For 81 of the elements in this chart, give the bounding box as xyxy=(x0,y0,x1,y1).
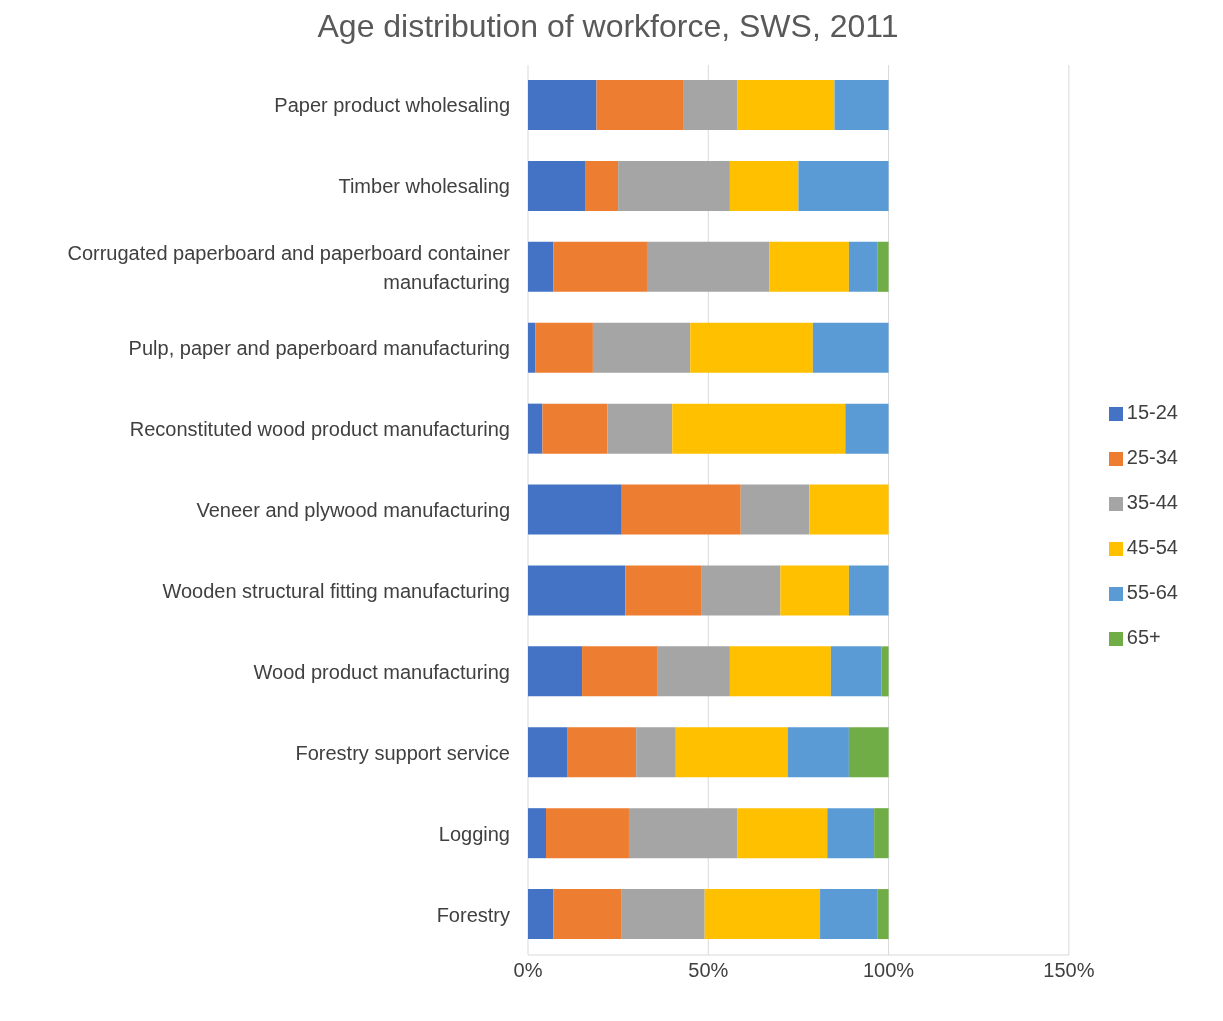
y-tick-label: Logging xyxy=(438,822,510,845)
bar xyxy=(621,484,741,535)
bar xyxy=(528,80,597,130)
bar xyxy=(690,322,813,373)
bar xyxy=(646,241,770,292)
bar xyxy=(683,80,738,130)
bar xyxy=(585,160,619,211)
y-tick-label: Timber wholesaling xyxy=(338,175,510,198)
bar xyxy=(592,322,691,373)
bar xyxy=(737,808,828,859)
bar xyxy=(657,646,730,697)
bar xyxy=(877,241,889,292)
bar xyxy=(737,80,835,130)
bar xyxy=(528,484,622,535)
bar xyxy=(812,322,889,373)
y-tick-label: Forestry xyxy=(436,903,510,926)
bar xyxy=(528,889,554,940)
x-tick-label: 150% xyxy=(1043,959,1095,982)
bar xyxy=(830,646,882,697)
bar xyxy=(553,241,647,292)
bar xyxy=(528,727,568,778)
bar xyxy=(528,241,554,292)
bar xyxy=(729,646,831,697)
bar xyxy=(528,322,536,373)
bar xyxy=(845,403,889,454)
bar xyxy=(542,403,608,454)
legend-label: 65+ xyxy=(1126,626,1161,648)
bar xyxy=(834,80,889,130)
bar xyxy=(820,889,878,940)
y-tick-label: Paper product wholesaling xyxy=(274,94,510,117)
bar xyxy=(528,160,586,211)
legend-label: 45-54 xyxy=(1126,536,1178,558)
bar xyxy=(740,484,810,535)
bar xyxy=(636,727,676,778)
bar xyxy=(528,808,547,859)
bar xyxy=(528,646,583,697)
y-tick-label: Forestry support service xyxy=(295,741,510,764)
bar xyxy=(780,565,849,616)
bar xyxy=(528,565,626,616)
bar xyxy=(877,889,889,940)
bar xyxy=(628,808,738,859)
bar xyxy=(827,808,875,859)
bar xyxy=(809,484,889,535)
bar xyxy=(567,727,637,778)
bar xyxy=(621,889,705,940)
x-tick-label: 50% xyxy=(688,959,729,982)
legend-label: 35-44 xyxy=(1126,491,1178,513)
bar xyxy=(535,322,593,373)
y-tick-label: Pulp, paper and paperboard manufacturing xyxy=(128,337,510,360)
legend-label: 15-24 xyxy=(1126,401,1178,423)
chart-title: Age distribution of workforce, SWS, 2011 xyxy=(316,8,900,45)
bar xyxy=(769,241,849,292)
bar xyxy=(848,565,889,616)
y-tick-label: Corrugated paperboard and paperboard container manufacturing xyxy=(67,241,511,293)
bar xyxy=(848,727,889,778)
bar xyxy=(546,808,629,859)
bar xyxy=(704,889,821,940)
bar xyxy=(672,403,846,454)
bar xyxy=(729,160,799,211)
bar xyxy=(553,889,622,940)
y-tick-label: Veneer and plywood manufacturing xyxy=(196,499,510,521)
x-tick-label: 0% xyxy=(513,959,543,982)
y-tick-label: Wooden structural fitting manufacturing xyxy=(162,579,510,602)
bar xyxy=(618,160,730,211)
bar xyxy=(848,241,878,292)
bar xyxy=(701,565,781,616)
bar xyxy=(874,808,889,859)
legend-label: 25-34 xyxy=(1126,446,1178,468)
legend-label: 55-64 xyxy=(1126,581,1178,603)
bar xyxy=(582,646,658,697)
y-tick-label: Reconstituted wood product manufacturing xyxy=(129,418,510,441)
y-tick-label: Wood product manufacturing xyxy=(253,660,510,683)
bar xyxy=(528,403,543,454)
x-tick-label: 100% xyxy=(862,959,915,982)
bar xyxy=(787,727,849,778)
bar xyxy=(625,565,702,616)
bar xyxy=(798,160,889,211)
bar xyxy=(596,80,684,130)
bar xyxy=(675,727,788,778)
bar xyxy=(881,646,889,697)
bar xyxy=(607,403,673,454)
